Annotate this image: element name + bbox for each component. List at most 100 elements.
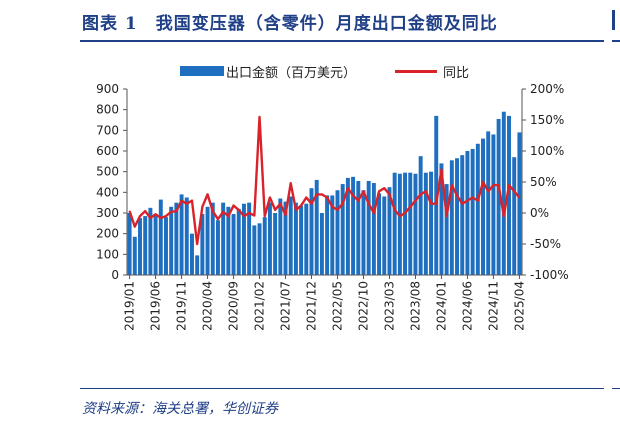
yoy-point-2020/07 [222, 211, 224, 213]
bar-2024/01 [439, 163, 444, 275]
yoy-point-2025/04 [518, 196, 521, 199]
bar-2019/03 [138, 218, 142, 275]
bar-2021/11 [304, 203, 309, 275]
bar-2021/10 [299, 205, 304, 275]
y-left-tick-label: 700 [96, 123, 119, 137]
yoy-point-2022/06 [342, 203, 344, 205]
bar-2021/01 [252, 225, 257, 275]
yoy-point-2024/05 [461, 203, 463, 205]
bar-2019/07 [158, 199, 163, 275]
y-left-tick-label: 400 [96, 185, 119, 199]
yoy-point-2020/04 [206, 193, 209, 195]
source-note: 资料来源：海关总署，华创证券 [82, 401, 278, 417]
bar-2020/06 [215, 220, 220, 275]
bar-2019/04 [143, 216, 148, 275]
bar-2024/03 [449, 160, 454, 275]
yoy-point-2024/03 [451, 184, 453, 186]
bar-2021/07 [283, 201, 288, 275]
y-right-tick-label: 50% [530, 175, 557, 189]
bar-2021/03 [262, 217, 267, 275]
y-right-tick-label: 0% [530, 206, 549, 220]
yoy-point-2020/05 [212, 210, 214, 212]
bar-2021/12 [309, 188, 314, 275]
yoy-point-2024/10 [487, 190, 489, 192]
bar-2022/04 [330, 195, 335, 275]
yoy-point-2023/11 [430, 203, 432, 205]
bar-2020/05 [210, 202, 215, 275]
yoy-point-2025/02 [508, 184, 510, 186]
yoy-point-2023/12 [435, 203, 437, 205]
y-right-tick-label: 150% [530, 113, 564, 127]
yoy-point-2022/05 [336, 209, 339, 211]
x-tick-label: 2019/11 [175, 281, 189, 331]
yoy-point-2023/09 [420, 193, 422, 195]
bar-2020/01 [189, 233, 194, 275]
yoy-point-2023/02 [383, 187, 385, 189]
bar-2023/05 [397, 173, 402, 275]
bar-2025/01 [501, 111, 506, 275]
legend-bar-swatch [180, 66, 224, 76]
y-left-tick-label: 0 [111, 268, 119, 282]
yoy-point-2019/02 [134, 226, 136, 228]
bar-2024/06 [465, 151, 470, 275]
yoy-point-2022/02 [321, 193, 323, 195]
yoy-point-2024/02 [446, 215, 448, 217]
chart-title: 图表 1 我国变压器（含零件）月度出口金额及同比 [82, 14, 498, 34]
yoy-point-2020/09 [232, 204, 235, 207]
bar-2023/06 [403, 172, 408, 275]
bar-2022/02 [319, 213, 324, 275]
yoy-point-2023/07 [409, 206, 411, 208]
bar-2024/02 [444, 184, 449, 275]
yoy-point-2019/01 [129, 210, 131, 212]
yoy-point-2024/06 [466, 200, 469, 202]
yoy-point-2019/12 [186, 203, 188, 205]
x-tick-label: 2021/07 [279, 281, 293, 331]
yoy-point-2024/04 [456, 195, 458, 197]
title-bar: 图表 1 我国变压器（含零件）月度出口金额及同比 [0, 0, 615, 40]
bar-2023/03 [387, 187, 392, 275]
yoy-point-2019/09 [170, 211, 172, 213]
yoy-point-2022/08 [352, 195, 354, 197]
x-tick-label: 2020/04 [201, 281, 215, 331]
yoy-point-2019/10 [175, 210, 177, 212]
yoy-point-2021/11 [305, 196, 307, 199]
bar-2020/11 [241, 203, 246, 275]
bar-2022/06 [340, 184, 345, 275]
yoy-point-2020/02 [196, 243, 198, 245]
y-left-tick-label: 300 [96, 206, 119, 220]
bar-2020/02 [195, 255, 200, 275]
bar-2023/02 [382, 196, 387, 275]
yoy-point-2023/08 [414, 200, 417, 202]
x-tick-label: 2024/06 [460, 281, 474, 331]
bar-2019/12 [184, 197, 189, 275]
yoy-point-2023/04 [394, 209, 396, 211]
bar-2023/10 [423, 172, 428, 275]
bar-2025/03 [512, 157, 517, 275]
bar-2019/05 [148, 207, 153, 275]
yoy-point-2024/07 [472, 196, 474, 199]
bar-2021/02 [257, 223, 262, 275]
bar-2024/04 [455, 158, 460, 275]
edge-rule [612, 40, 620, 42]
bar-2023/07 [408, 172, 413, 275]
bar-2020/12 [247, 202, 252, 275]
y-left-tick-label: 800 [96, 103, 119, 117]
y-right-tick-label: 100% [530, 144, 564, 158]
bar-2019/01 [127, 213, 132, 275]
bar-2022/09 [356, 180, 361, 275]
yoy-point-2020/12 [248, 212, 250, 214]
yoy-point-2023/05 [399, 215, 401, 217]
bar-2023/12 [434, 115, 439, 276]
yoy-point-2023/01 [378, 190, 380, 192]
bar-2020/08 [226, 206, 231, 275]
bar-2023/09 [418, 156, 423, 275]
yoy-point-2022/07 [347, 187, 349, 189]
bar-2024/07 [470, 148, 475, 275]
bar-2022/07 [345, 177, 350, 275]
bar-2019/09 [169, 206, 174, 275]
yoy-point-2025/01 [503, 215, 505, 217]
y-left-tick-label: 600 [96, 144, 119, 158]
x-tick-label: 2024/11 [486, 281, 500, 331]
yoy-point-2021/03 [264, 215, 266, 217]
yoy-point-2021/09 [295, 209, 297, 211]
